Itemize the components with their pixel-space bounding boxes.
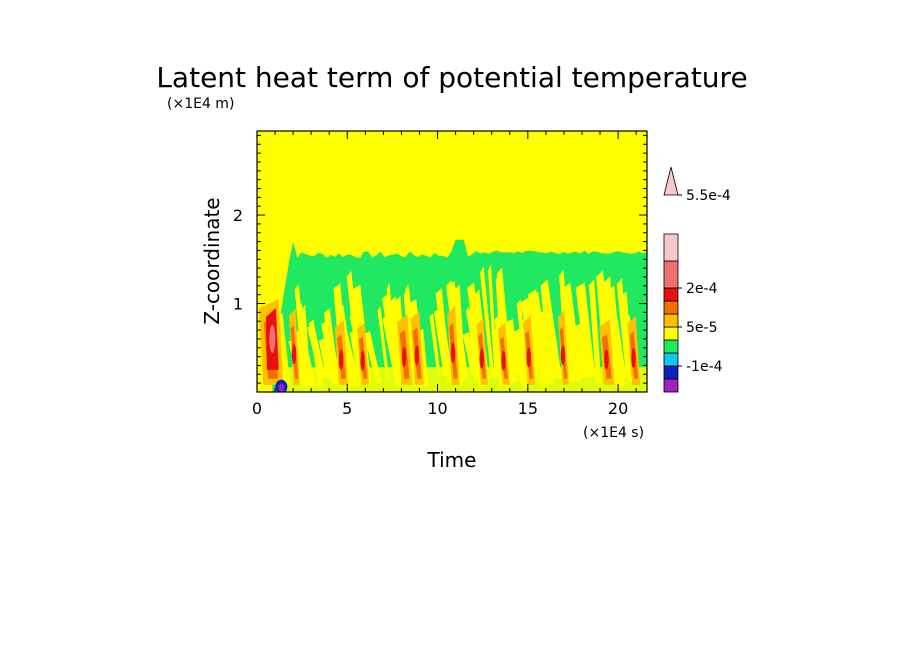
y-axis-unit: (×1E4 m) xyxy=(167,96,234,112)
x-tick-label: 0 xyxy=(252,399,262,418)
level-streak xyxy=(572,323,591,378)
colorbar-bin xyxy=(663,352,679,367)
burst-peak xyxy=(526,347,531,368)
colorbar-bin xyxy=(663,300,679,315)
level-streak xyxy=(536,338,551,375)
burst-peak xyxy=(560,345,566,366)
x-axis-unit: (×1E4 s) xyxy=(583,425,644,441)
colorbar-extend-arrow xyxy=(663,166,679,196)
burst-peak xyxy=(501,350,506,371)
burst-peak xyxy=(414,345,419,366)
level-streak xyxy=(504,319,520,375)
colorbar-bin xyxy=(663,326,679,341)
axes: 0 5 10 15 20 1 2 xyxy=(233,131,647,418)
level-streak xyxy=(462,332,478,376)
level-streak xyxy=(390,296,403,381)
level-streak xyxy=(575,282,596,377)
burst-peak xyxy=(631,347,636,368)
colorbar-bin xyxy=(663,233,679,262)
level-streak xyxy=(307,324,327,379)
x-tick-label: 10 xyxy=(427,399,447,418)
colorbar-label: -1e-4 xyxy=(686,359,723,375)
colorbar-bin xyxy=(663,365,679,380)
x-tick-label: 5 xyxy=(342,399,352,418)
burst-peak xyxy=(338,349,344,370)
burst-peak xyxy=(360,350,365,371)
level-streak xyxy=(480,266,495,379)
level-streak xyxy=(562,298,582,382)
colorbar-label: 2e-4 xyxy=(686,281,718,297)
level-streak xyxy=(588,279,602,383)
colorbar-bin xyxy=(663,313,679,328)
colorbar-label: 5.5e-4 xyxy=(686,188,731,204)
negative-core xyxy=(278,383,285,392)
level-streak xyxy=(465,306,481,378)
level-streak xyxy=(377,305,390,380)
colorbar: 5.5e-4 2e-4 5e-5 -1e-4 xyxy=(663,166,731,393)
burst-peak xyxy=(291,344,297,365)
colorbar-bin xyxy=(663,378,679,393)
surface-band xyxy=(278,367,647,392)
level-streak xyxy=(488,264,498,378)
y-tick-label: 2 xyxy=(233,206,243,225)
plot-area xyxy=(257,131,647,392)
x-tick-label: 15 xyxy=(518,399,538,418)
burst-max xyxy=(269,324,276,353)
colorbar-bin xyxy=(663,260,679,289)
y-axis-label: Z-coordinate xyxy=(200,197,224,324)
colorbar-bin xyxy=(663,339,679,354)
burst-peak xyxy=(604,349,609,370)
level-streak xyxy=(446,280,469,380)
chart-title: Latent heat term of potential temperatur… xyxy=(156,61,747,94)
level-streak xyxy=(429,313,441,376)
level-streak xyxy=(382,293,402,387)
x-tick-label: 20 xyxy=(608,399,628,418)
level-streak xyxy=(544,278,562,375)
plot-frame xyxy=(256,130,648,393)
burst-peak xyxy=(450,343,456,364)
burst-peak xyxy=(479,348,484,369)
colorbar-bin xyxy=(663,287,679,302)
burst-peak xyxy=(401,347,407,368)
y-tick-label: 1 xyxy=(233,295,243,314)
colorbar-label: 5e-5 xyxy=(686,320,717,336)
level-streak xyxy=(539,309,562,379)
x-axis-label: Time xyxy=(427,448,477,472)
